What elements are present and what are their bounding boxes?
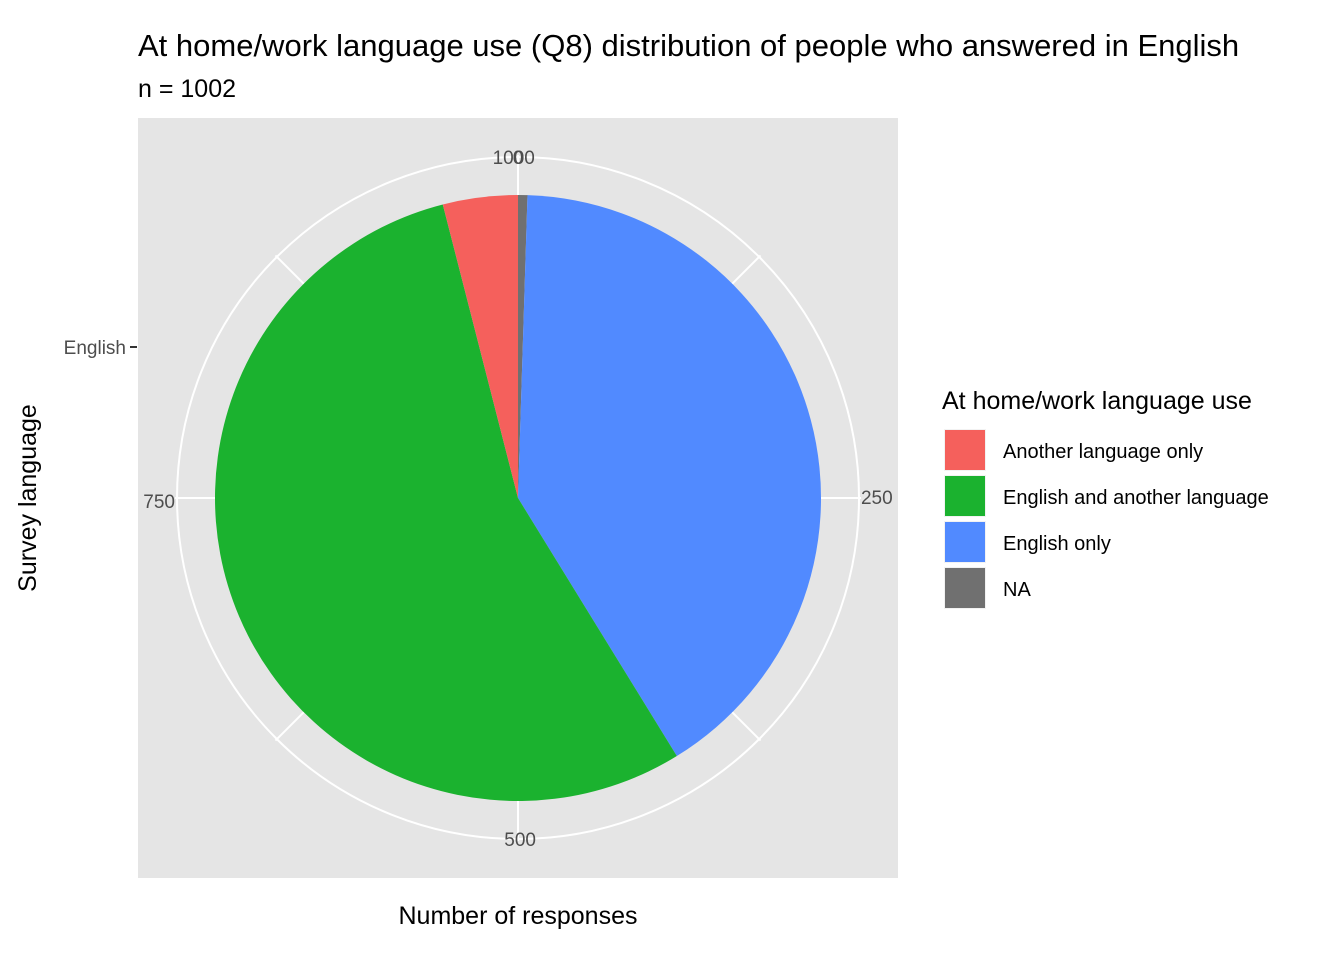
chart-subtitle: n = 1002 bbox=[138, 75, 236, 103]
chart-title: At home/work language use (Q8) distribut… bbox=[138, 28, 1239, 63]
legend-item: NA bbox=[944, 567, 1031, 609]
pie-slice-english-only bbox=[518, 195, 822, 757]
pie-slice-english-and-another-language bbox=[214, 204, 677, 801]
radial-tick-label: 250 bbox=[861, 488, 893, 509]
legend-item: English only bbox=[944, 521, 1111, 563]
legend-swatch bbox=[945, 430, 985, 470]
pie-slice-another-language-only bbox=[442, 195, 518, 498]
legend-label: NA bbox=[1003, 579, 1031, 601]
legend-item: Another language only bbox=[944, 429, 1203, 471]
slice-layer bbox=[214, 195, 822, 801]
legend-label: Another language only bbox=[1003, 441, 1203, 463]
y-axis-title: Survey language bbox=[14, 404, 42, 592]
radial-tick-label: 1000 bbox=[493, 148, 535, 169]
legend: Another language only English and another… bbox=[944, 429, 1269, 609]
legend-label: English only bbox=[1003, 533, 1111, 555]
legend-swatch bbox=[945, 522, 985, 562]
category-axis-label: English bbox=[64, 338, 126, 359]
legend-swatch bbox=[945, 476, 985, 516]
radial-tick-label: 750 bbox=[143, 492, 175, 513]
legend-item: English and another language bbox=[944, 475, 1269, 517]
legend-title: At home/work language use bbox=[942, 387, 1252, 415]
radial-tick-label: 0 bbox=[513, 148, 524, 169]
tick-layer: 0 250 500 750 1000 bbox=[143, 148, 892, 851]
legend-swatch bbox=[945, 568, 985, 608]
legend-label: English and another language bbox=[1003, 487, 1269, 509]
x-axis-title: Number of responses bbox=[398, 902, 637, 930]
pie-slice-na bbox=[518, 195, 528, 498]
radial-tick-label: 500 bbox=[504, 830, 536, 851]
